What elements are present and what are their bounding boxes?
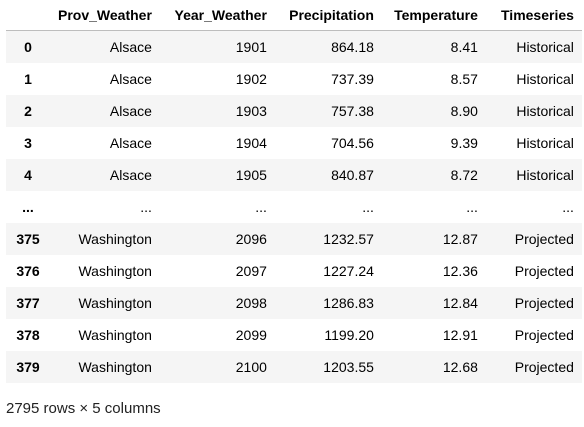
- cell-temperature: 9.39: [450, 135, 478, 151]
- cell-year-weather: 1905: [235, 167, 267, 183]
- table-row: 2 Alsace 1903 757.38 8.90 Historical: [6, 95, 582, 127]
- cell-temperature: 12.91: [442, 327, 478, 343]
- cell-timeseries: ...: [562, 199, 574, 215]
- cell-precipitation: 1199.20: [324, 327, 374, 343]
- cell-timeseries: Historical: [516, 167, 574, 183]
- table-row: 4 Alsace 1905 840.87 8.72 Historical: [6, 159, 582, 191]
- cell-timeseries: Projected: [514, 231, 574, 247]
- cell-temperature: 12.87: [442, 231, 478, 247]
- cell-precipitation: 704.56: [331, 135, 374, 151]
- cell-timeseries: Projected: [514, 263, 574, 279]
- index-header: [6, 0, 50, 31]
- cell-prov-weather: Washington: [78, 295, 152, 311]
- cell-prov-weather: Alsace: [109, 167, 152, 183]
- table-row: 378 Washington 2099 1199.20 12.91 Projected: [6, 319, 582, 351]
- row-index: 375: [16, 231, 40, 247]
- cell-precipitation: 1286.83: [323, 295, 374, 311]
- row-index: 2: [24, 103, 32, 119]
- cell-timeseries: Projected: [514, 359, 574, 375]
- cell-precipitation: 1203.55: [323, 359, 374, 375]
- cell-precipitation: 840.87: [331, 167, 374, 183]
- cell-temperature: 12.84: [442, 295, 478, 311]
- cell-timeseries: Projected: [514, 295, 574, 311]
- cell-timeseries: Historical: [516, 71, 574, 87]
- cell-year-weather: 2100: [235, 359, 267, 375]
- cell-year-weather: 2098: [235, 295, 267, 311]
- cell-year-weather: 2097: [235, 263, 267, 279]
- header-row: Prov_Weather Year_Weather Precipitation …: [6, 0, 582, 31]
- cell-precipitation: 737.39: [331, 71, 374, 87]
- cell-precipitation: 1227.24: [323, 263, 374, 279]
- cell-precipitation: 1232.57: [323, 231, 374, 247]
- cell-prov-weather: Washington: [78, 327, 152, 343]
- row-index: 3: [24, 135, 32, 151]
- cell-timeseries: Historical: [516, 135, 574, 151]
- row-index: 378: [16, 327, 40, 343]
- cell-prov-weather: Washington: [78, 263, 152, 279]
- cell-temperature: 8.41: [450, 39, 478, 55]
- cell-temperature: 8.90: [450, 103, 478, 119]
- row-index: 376: [16, 263, 40, 279]
- table-row: 376 Washington 2097 1227.24 12.36 Projected: [6, 255, 582, 287]
- table-row: 1 Alsace 1902 737.39 8.57 Historical: [6, 63, 582, 95]
- cell-precipitation: 757.38: [331, 103, 374, 119]
- column-header-timeseries: Timeseries: [485, 0, 582, 31]
- cell-timeseries: Historical: [516, 103, 574, 119]
- cell-prov-weather: ...: [140, 199, 152, 215]
- column-header-temperature: Temperature: [381, 0, 486, 31]
- table-row: 377 Washington 2098 1286.83 12.84 Projected: [6, 287, 582, 319]
- row-index: 1: [24, 71, 32, 87]
- row-index: 4: [24, 167, 32, 183]
- dataframe-shape-label: 2795 rows × 5 columns: [6, 400, 161, 417]
- dataframe-table: Prov_Weather Year_Weather Precipitation …: [6, 0, 582, 383]
- row-index: 379: [16, 359, 40, 375]
- table-row: 3 Alsace 1904 704.56 9.39 Historical: [6, 127, 582, 159]
- cell-prov-weather: Washington: [78, 231, 152, 247]
- column-header-prov-weather: Prov_Weather: [50, 0, 160, 31]
- table-row: 375 Washington 2096 1232.57 12.87 Projected: [6, 223, 582, 255]
- cell-temperature: 8.72: [450, 167, 478, 183]
- row-index: 0: [24, 39, 32, 55]
- dataframe-output: Prov_Weather Year_Weather Precipitation …: [6, 0, 582, 383]
- table-row: 379 Washington 2100 1203.55 12.68 Projected: [6, 351, 582, 383]
- table-row: 0 Alsace 1901 864.18 8.41 Historical: [6, 30, 582, 63]
- cell-prov-weather: Washington: [78, 359, 152, 375]
- cell-year-weather: 1904: [235, 135, 267, 151]
- cell-prov-weather: Alsace: [109, 71, 152, 87]
- cell-timeseries: Projected: [514, 327, 574, 343]
- cell-year-weather: 1902: [235, 71, 267, 87]
- cell-year-weather: 2099: [235, 327, 267, 343]
- column-header-precipitation: Precipitation: [274, 0, 382, 31]
- row-index: ...: [22, 199, 34, 215]
- cell-temperature: 12.36: [442, 263, 478, 279]
- column-header-year-weather: Year_Weather: [159, 0, 275, 31]
- cell-year-weather: 2096: [235, 231, 267, 247]
- cell-temperature: ...: [466, 199, 478, 215]
- cell-temperature: 12.68: [442, 359, 478, 375]
- cell-year-weather: 1903: [235, 103, 267, 119]
- cell-prov-weather: Alsace: [109, 103, 152, 119]
- cell-temperature: 8.57: [450, 71, 478, 87]
- cell-timeseries: Historical: [516, 39, 574, 55]
- row-index: 377: [16, 295, 40, 311]
- cell-precipitation: 864.18: [331, 39, 374, 55]
- cell-prov-weather: Alsace: [109, 39, 152, 55]
- table-header: Prov_Weather Year_Weather Precipitation …: [6, 0, 582, 31]
- cell-year-weather: ...: [255, 199, 267, 215]
- table-row: ..................: [6, 191, 582, 223]
- cell-precipitation: ...: [362, 199, 374, 215]
- cell-year-weather: 1901: [235, 39, 267, 55]
- table-body: 0 Alsace 1901 864.18 8.41 Historical 1 Alsace 19…: [6, 30, 582, 383]
- cell-prov-weather: Alsace: [109, 135, 152, 151]
